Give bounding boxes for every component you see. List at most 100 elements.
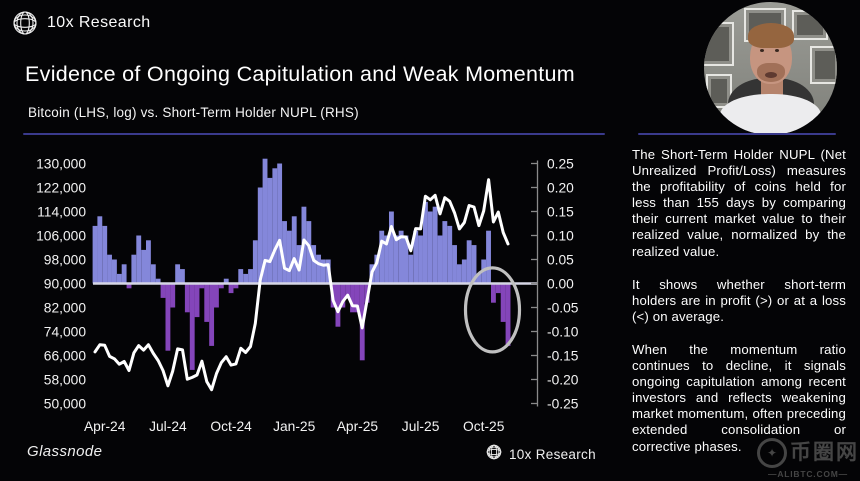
nupl-bar (491, 283, 496, 303)
nupl-bar (112, 259, 117, 284)
nupl-bar (165, 283, 171, 351)
nupl-bar (243, 273, 249, 284)
nupl-bar (141, 249, 147, 284)
x-axis-label: Oct-25 (463, 419, 505, 434)
separator-line-left (23, 133, 605, 136)
nupl-bar (476, 273, 482, 284)
nupl-bar (189, 283, 195, 370)
nupl-bar (466, 240, 472, 284)
nupl-bar (248, 269, 253, 284)
nupl-bar (146, 240, 151, 284)
nupl-bar (413, 230, 419, 284)
nupl-bar (233, 283, 239, 289)
nupl-bar (175, 264, 181, 284)
presenter-mouth (765, 72, 777, 78)
nupl-bar (398, 230, 404, 284)
footer-brand-name: 10x Research (509, 447, 596, 462)
nupl-bar (486, 230, 491, 284)
nupl-bar (121, 264, 127, 284)
nupl-bar (432, 206, 438, 284)
nupl-bar (102, 225, 108, 284)
picture-frame (810, 46, 837, 84)
presenter-hair (748, 23, 794, 48)
nupl-bar (379, 230, 385, 284)
nupl-bar (495, 283, 501, 294)
nupl-bar (452, 245, 457, 284)
nupl-bar (505, 283, 511, 346)
nupl-bar (355, 283, 360, 313)
picture-frame (704, 22, 734, 66)
right-axis-label: -0.15 (547, 348, 579, 363)
nupl-bar (471, 245, 477, 284)
right-axis-label: -0.10 (547, 324, 579, 339)
brand-name: 10x Research (47, 14, 151, 31)
left-axis-label: 122,000 (36, 180, 86, 195)
page-title: Evidence of Ongoing Capitulation and Wea… (25, 62, 576, 86)
nupl-bar (393, 235, 399, 284)
nupl-bar (209, 283, 215, 346)
explainer-panel: The Short-Term Holder NUPL (Net Unrealiz… (632, 147, 846, 472)
nupl-bar (316, 254, 321, 284)
watermark-row: ✦ 币圈网 (757, 437, 859, 468)
nupl-bar (160, 283, 166, 298)
nupl-bar (272, 168, 278, 284)
nupl-bar (447, 225, 453, 284)
nupl-bar (184, 283, 190, 313)
nupl-bar (286, 230, 292, 284)
nupl-bar (282, 221, 287, 284)
nupl-bar (389, 211, 394, 284)
nupl-bar (403, 235, 409, 284)
picture-frame (792, 10, 828, 40)
nupl-bar (204, 283, 210, 322)
nupl-bar (320, 259, 326, 284)
presenter-eye (760, 49, 764, 52)
right-axis-label: -0.25 (547, 396, 579, 411)
nupl-bar (194, 283, 200, 318)
left-axis-label: 66,000 (44, 348, 87, 363)
nupl-bar (345, 283, 351, 298)
right-axis-label: 0.00 (547, 276, 574, 291)
nupl-bar (350, 283, 355, 313)
left-axis-label: 90,000 (44, 276, 87, 291)
nupl-bar (252, 240, 258, 284)
nupl-bar (199, 283, 205, 289)
nupl-bar (262, 158, 268, 284)
left-axis-label: 50,000 (44, 396, 87, 411)
nupl-bar (306, 221, 312, 284)
nupl-bar (340, 283, 346, 308)
nupl-bar (427, 211, 433, 284)
nupl-bar (418, 235, 423, 284)
webcam-overlay (704, 2, 837, 135)
nupl-bar (107, 254, 112, 284)
nupl-bar (131, 254, 137, 284)
nupl-bar (374, 254, 380, 284)
x-axis-label: Jul-24 (149, 419, 187, 434)
right-axis-label: 0.25 (547, 156, 574, 171)
nupl-bar (126, 283, 132, 289)
nupl-bar (228, 283, 234, 294)
nupl-bar (461, 259, 467, 284)
nupl-bar (267, 177, 273, 284)
nupl-chart: 0.25 0.20 0.15 0.10 0.05 0.00 -0.05 -0.10 -0.15 -… (36, 156, 579, 434)
nupl-bar (116, 273, 122, 284)
x-axis-label: Jan-25 (273, 419, 316, 434)
watermark-site-name: 币圈网 (790, 441, 859, 464)
nupl-bar (457, 264, 462, 284)
right-axis-label: 0.20 (547, 180, 574, 195)
right-axis-label: -0.05 (547, 300, 579, 315)
10x-research-sphere-icon (486, 444, 502, 465)
nupl-bar (238, 269, 244, 284)
nupl-bar (92, 225, 98, 284)
left-axis-label: 58,000 (44, 372, 87, 387)
left-axis-label: 74,000 (44, 324, 87, 339)
footer-brand: 10x Research (486, 444, 596, 465)
chart-subtitle: Bitcoin (LHS, log) vs. Short-Term Holder… (28, 105, 359, 120)
nupl-bar (291, 216, 297, 284)
x-axis-label: Apr-25 (337, 419, 379, 434)
nupl-bar (384, 235, 389, 284)
explainer-paragraph-2: It shows whether short-term holders are … (632, 276, 846, 324)
site-watermark: ✦ 币圈网 —ALIBTC.COM— (757, 437, 859, 479)
explainer-paragraph-1: The Short-Term Holder NUPL (Net Unrealiz… (632, 147, 846, 259)
nupl-bar (277, 163, 283, 284)
watermark-logo-icon: ✦ (757, 437, 787, 468)
